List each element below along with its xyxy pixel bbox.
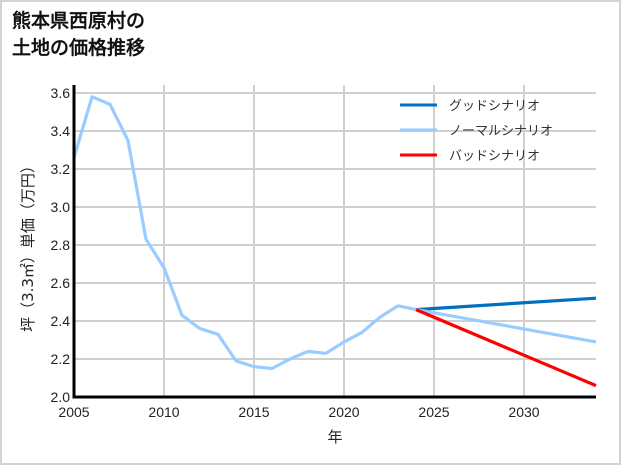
x-tick-label: 2015 <box>238 404 269 420</box>
chart-title-line2: 土地の価格推移 <box>12 37 146 59</box>
series-line <box>415 296 597 312</box>
y-tick-label: 3.6 <box>51 85 71 101</box>
x-tick-label: 2020 <box>328 404 359 420</box>
chart-title: 熊本県西原村の 土地の価格推移 <box>12 8 145 62</box>
legend-label: ノーマルシナリオ <box>449 124 553 139</box>
y-tick-label: 2.6 <box>51 275 71 291</box>
x-axis-label: 年 <box>327 428 342 446</box>
series-line <box>72 95 597 371</box>
legend-label: グッドシナリオ <box>449 99 540 114</box>
chart-title-line1: 熊本県西原村の <box>12 10 146 32</box>
y-tick-label: 2.4 <box>51 313 71 329</box>
tick-labels: 2.0 2.2 2.4 2.6 2.8 3.0 3.2 3.4 3.6 2005 2010 2015 2… <box>51 85 540 420</box>
x-tick-label: 2030 <box>508 404 539 420</box>
y-tick-label: 3.4 <box>51 123 71 139</box>
y-tick-label: 3.2 <box>51 161 71 177</box>
y-tick-label: 2.8 <box>51 237 71 253</box>
legend-label: バッドシナリオ <box>449 149 540 164</box>
y-tick-label: 3.0 <box>51 199 71 215</box>
x-tick-label: 2010 <box>148 404 179 420</box>
axes <box>72 85 596 399</box>
series-line <box>415 308 597 388</box>
data-series <box>72 95 597 388</box>
y-tick-label: 2.2 <box>51 351 71 367</box>
y-tick-label: 2.0 <box>51 389 71 405</box>
x-tick-label: 2005 <box>58 404 89 420</box>
x-tick-label: 2025 <box>418 404 449 420</box>
y-axis-label: 坪（3.3㎡）単価（万円） <box>19 158 37 332</box>
